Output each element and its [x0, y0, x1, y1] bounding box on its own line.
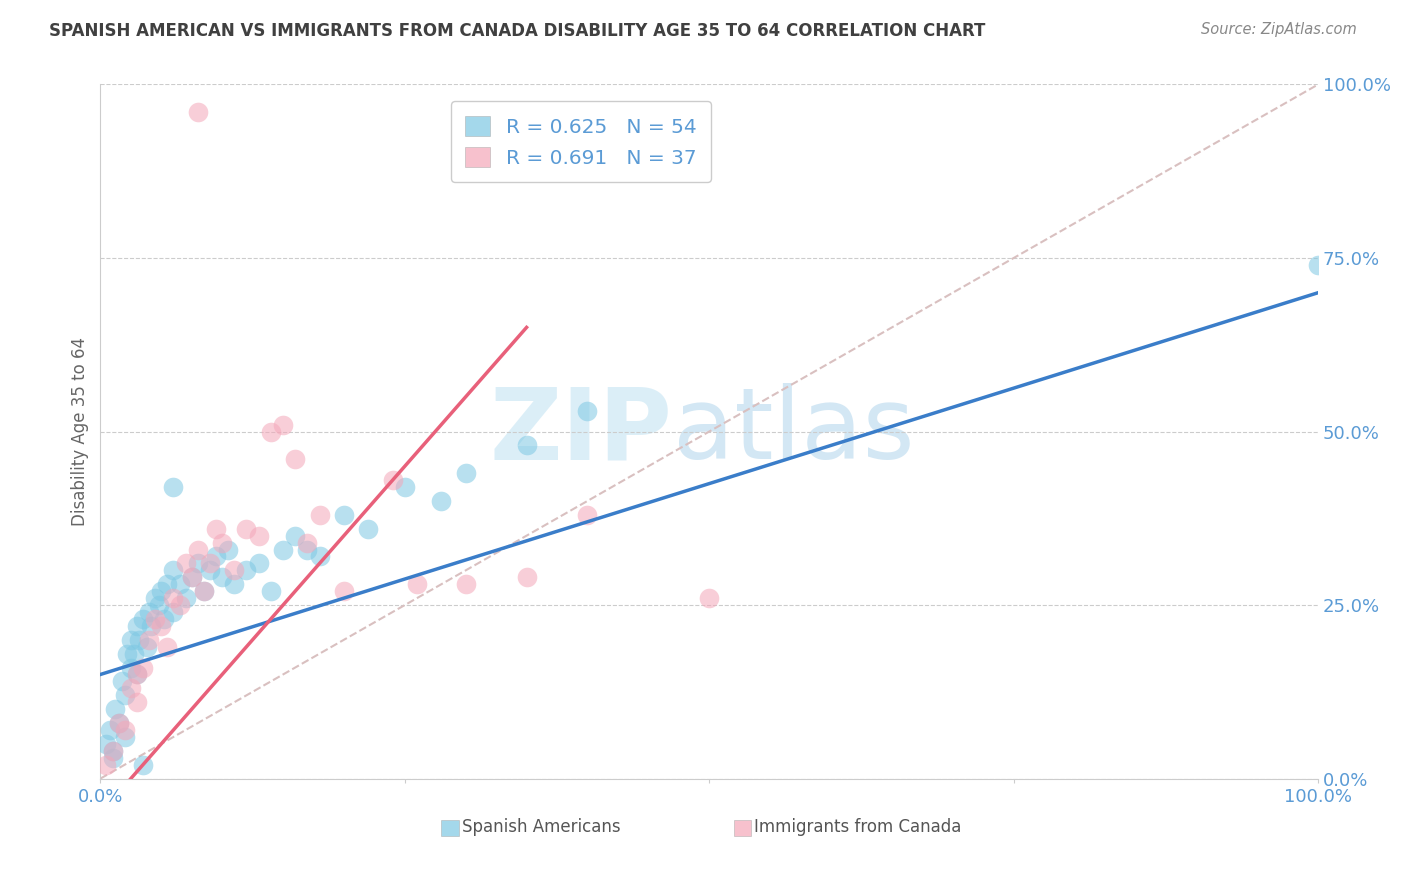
Point: [211, 535, 233, 549]
Point: [454, 577, 477, 591]
Point: [96, 737, 118, 751]
Point: [132, 660, 155, 674]
Point: [132, 757, 155, 772]
Point: [98, 723, 121, 737]
Point: [156, 577, 179, 591]
Point: [406, 577, 429, 591]
Point: [224, 563, 246, 577]
Point: [297, 535, 319, 549]
Point: [187, 557, 209, 571]
Point: [576, 508, 599, 522]
Point: [141, 619, 163, 633]
Text: ZIP: ZIP: [489, 383, 672, 480]
Point: [247, 557, 270, 571]
Point: [162, 591, 184, 606]
Point: [150, 619, 173, 633]
Point: [111, 674, 134, 689]
Point: [697, 591, 720, 606]
Point: [430, 494, 453, 508]
Point: [260, 425, 283, 439]
Point: [96, 757, 118, 772]
Point: [1308, 258, 1330, 272]
Point: [198, 557, 221, 571]
Point: [516, 438, 538, 452]
Point: [247, 529, 270, 543]
Point: [284, 452, 307, 467]
Point: [162, 605, 184, 619]
Point: [120, 660, 142, 674]
Point: [576, 403, 599, 417]
Text: Immigrants from Canada: Immigrants from Canada: [754, 818, 962, 836]
Point: [135, 640, 157, 654]
Point: [107, 716, 129, 731]
Text: SPANISH AMERICAN VS IMMIGRANTS FROM CANADA DISABILITY AGE 35 TO 64 CORRELATION C: SPANISH AMERICAN VS IMMIGRANTS FROM CANA…: [49, 22, 986, 40]
Text: atlas: atlas: [672, 383, 914, 480]
Point: [143, 591, 166, 606]
Point: [357, 522, 380, 536]
Point: [169, 598, 191, 612]
Point: [271, 542, 294, 557]
Point: [143, 612, 166, 626]
Point: [180, 570, 202, 584]
Point: [224, 577, 246, 591]
Point: [120, 681, 142, 696]
Point: [174, 557, 197, 571]
Point: [104, 702, 127, 716]
Point: [152, 612, 174, 626]
Point: [198, 563, 221, 577]
Point: [114, 730, 136, 744]
Point: [187, 105, 209, 120]
Point: [138, 632, 160, 647]
Point: [381, 473, 404, 487]
Point: [235, 522, 257, 536]
Point: [128, 632, 150, 647]
Point: [333, 584, 356, 599]
Point: [156, 640, 179, 654]
Point: [284, 529, 307, 543]
Point: [162, 480, 184, 494]
Text: Source: ZipAtlas.com: Source: ZipAtlas.com: [1201, 22, 1357, 37]
Point: [125, 667, 148, 681]
Point: [205, 522, 228, 536]
Point: [297, 542, 319, 557]
Point: [308, 508, 330, 522]
Point: [333, 508, 356, 522]
Point: [394, 480, 416, 494]
Point: [162, 563, 184, 577]
Point: [205, 549, 228, 564]
Text: Spanish Americans: Spanish Americans: [461, 818, 620, 836]
Point: [308, 549, 330, 564]
Point: [132, 612, 155, 626]
Y-axis label: Disability Age 35 to 64: Disability Age 35 to 64: [72, 337, 89, 526]
Point: [169, 577, 191, 591]
Point: [101, 751, 124, 765]
Point: [271, 417, 294, 432]
Point: [193, 584, 215, 599]
Point: [217, 542, 239, 557]
Point: [138, 605, 160, 619]
Point: [454, 466, 477, 480]
Point: [211, 570, 233, 584]
Point: [260, 584, 283, 599]
Point: [125, 667, 148, 681]
Point: [114, 688, 136, 702]
Point: [107, 716, 129, 731]
Point: [101, 744, 124, 758]
Point: [115, 647, 138, 661]
Point: [148, 598, 170, 612]
Point: [124, 647, 146, 661]
Point: [125, 695, 148, 709]
Point: [125, 619, 148, 633]
Point: [120, 632, 142, 647]
Point: [114, 723, 136, 737]
Point: [193, 584, 215, 599]
Point: [235, 563, 257, 577]
Point: [516, 570, 538, 584]
Point: [101, 744, 124, 758]
Point: [187, 542, 209, 557]
Legend: R = 0.625   N = 54, R = 0.691   N = 37: R = 0.625 N = 54, R = 0.691 N = 37: [451, 102, 710, 182]
Point: [174, 591, 197, 606]
Point: [150, 584, 173, 599]
Point: [180, 570, 202, 584]
